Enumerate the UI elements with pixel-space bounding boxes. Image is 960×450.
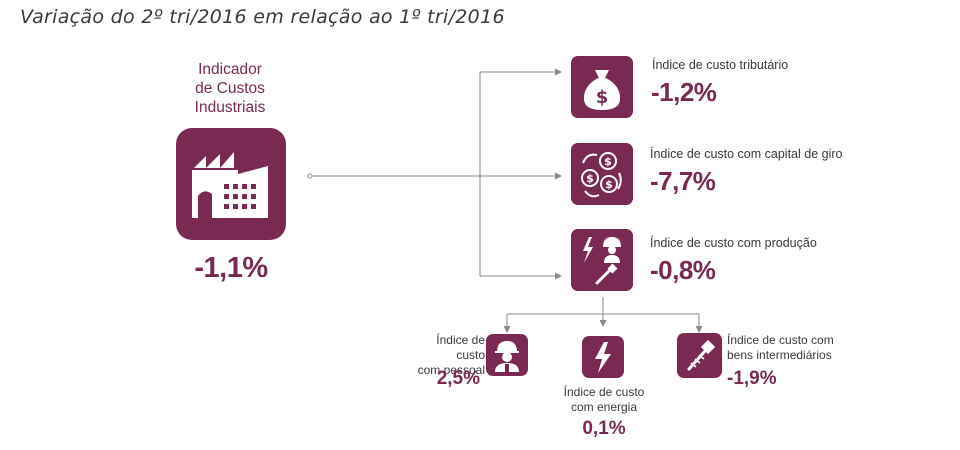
energia-value: 0,1% [582, 418, 626, 439]
coins-cycle-icon: $ $ $ [571, 143, 633, 205]
svg-text:$: $ [586, 172, 594, 185]
main-indicator-label: Indicador de Custos Industriais [194, 61, 266, 116]
svg-text:$: $ [605, 178, 613, 191]
capital-giro-label: Índice de custo com capital de giro [650, 147, 843, 161]
tributario-label: Índice de custo tributário [652, 58, 789, 72]
producao-value: -0,8% [650, 255, 716, 285]
money-bag-icon: $ [571, 56, 633, 118]
capital-giro-value: -7,7% [650, 166, 716, 196]
chart-title: Variação do 2º tri/2016 em relação ao 1º… [20, 6, 505, 28]
bens-intermediarios-value: -1,9% [727, 368, 777, 389]
svg-text:$: $ [596, 87, 609, 108]
tributario-value: -1,2% [651, 77, 717, 107]
screw-icon [677, 333, 722, 378]
producao-label: Índice de custo com produção [650, 236, 817, 250]
main-indicator-value: -1,1% [194, 252, 268, 284]
svg-text:$: $ [604, 155, 612, 168]
pessoal-value: 2,5% [436, 368, 480, 389]
factory-icon [176, 128, 286, 240]
lightning-icon [582, 336, 624, 378]
energia-label: Índice de custo com energia [563, 385, 645, 414]
worker-icon [486, 334, 528, 376]
production-icon [571, 229, 633, 291]
bens-intermediarios-label: Índice de custo com bens intermediários [727, 333, 834, 362]
pessoal-label: Índice de custo com pessoal [417, 333, 485, 377]
